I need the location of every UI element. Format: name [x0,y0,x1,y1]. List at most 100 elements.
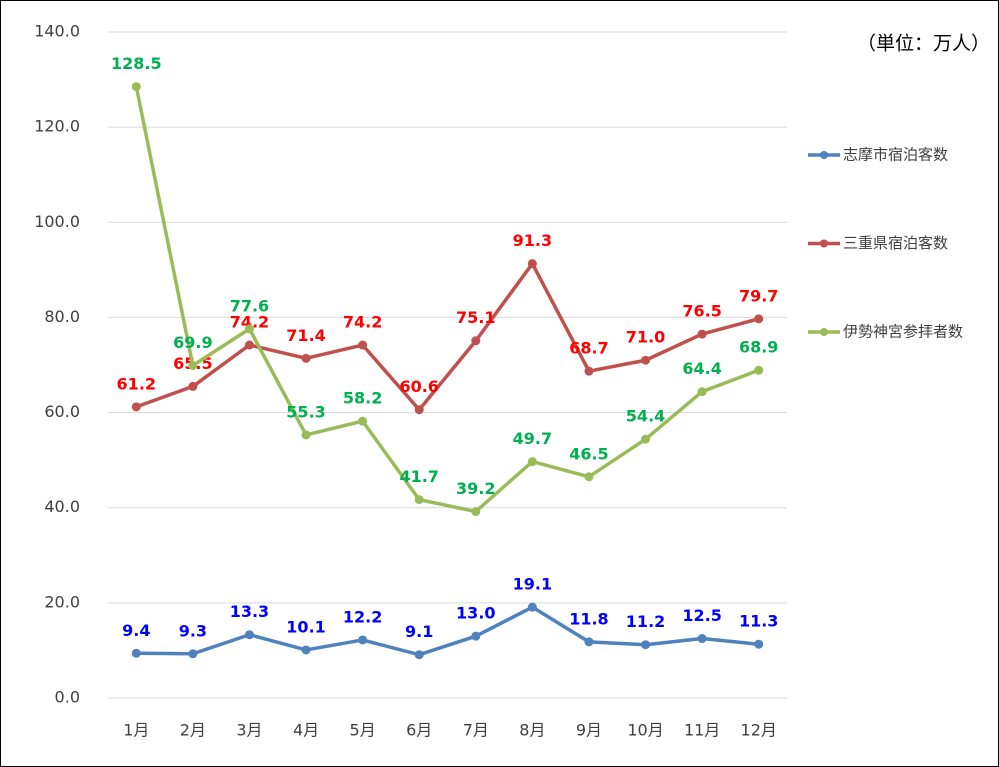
data-point [471,336,481,346]
data-point [697,329,707,339]
x-tick-label: 5月 [350,721,376,740]
data-label: 9.4 [122,621,150,640]
data-label: 74.2 [230,313,269,332]
data-point [188,649,198,659]
data-label: 91.3 [513,231,552,250]
data-point [301,645,311,655]
x-tick-label: 4月 [293,721,319,740]
data-label: 74.2 [343,313,382,332]
x-tick-label: 12月 [741,721,777,740]
data-label: 11.3 [739,612,778,631]
y-tick-label: 120.0 [34,117,80,136]
data-point [584,366,594,376]
data-label: 11.2 [626,612,665,631]
data-point [471,631,481,641]
data-label: 58.2 [343,389,382,408]
data-point [244,630,254,640]
data-label: 9.1 [405,622,433,641]
data-label: 10.1 [286,617,325,636]
data-point [244,340,254,350]
data-point [244,324,254,334]
legend-label: 三重県宿泊客数 [843,234,948,252]
data-label: 76.5 [682,302,721,321]
series-line [135,261,760,412]
data-label: 12.5 [682,606,721,625]
y-tick-label: 20.0 [44,592,80,611]
x-tick-label: 8月 [519,721,545,740]
y-tick-label: 40.0 [44,497,80,516]
legend-marker [820,328,828,336]
x-tick-label: 6月 [406,721,432,740]
data-point [584,472,594,482]
data-point [527,259,537,269]
legend-marker [820,151,828,159]
data-point [641,434,651,444]
data-point [414,495,424,505]
data-label: 69.9 [173,333,212,352]
data-label: 39.2 [456,479,495,498]
series-line [134,86,760,514]
x-tick-label: 1月 [123,721,149,740]
legend-marker [820,239,828,248]
data-point [754,639,764,649]
data-point [641,355,651,365]
data-label: 68.9 [739,338,778,357]
x-tick-label: 3月 [236,721,262,740]
data-label: 13.0 [456,604,495,623]
data-point [301,430,311,440]
data-point [301,353,311,363]
data-point [471,507,481,517]
x-tick-label: 11月 [684,721,720,740]
data-label: 46.5 [569,444,608,463]
data-point [527,602,537,612]
data-label: 77.6 [230,296,269,315]
data-point [754,314,764,324]
y-tick-label: 0.0 [55,688,80,707]
data-label: 11.8 [569,609,608,628]
data-label: 54.4 [626,407,665,426]
data-label: 12.2 [343,607,382,626]
data-label: 13.3 [230,602,269,621]
data-point [358,635,368,645]
y-tick-label: 140.0 [34,22,80,41]
y-tick-label: 60.0 [44,402,80,421]
data-point [697,634,707,644]
legend-label: 志摩市宿泊客数 [843,146,948,164]
data-label: 128.5 [111,54,162,73]
data-point [358,416,368,426]
x-tick-label: 10月 [627,721,663,740]
data-point [131,402,141,412]
unit-annotation: （単位：万人） [857,33,990,55]
data-label: 55.3 [286,402,325,421]
data-point [697,387,707,397]
data-point [358,340,368,350]
data-point [131,82,141,92]
y-tick-label: 100.0 [34,212,80,231]
data-label: 64.4 [682,359,721,378]
data-point [414,405,424,415]
x-tick-label: 2月 [180,721,206,740]
data-label: 49.7 [513,429,552,448]
data-label: 75.1 [456,308,495,327]
x-tick-label: 9月 [576,721,602,740]
y-tick-label: 80.0 [44,307,80,326]
data-label: 41.7 [399,467,438,486]
legend-label: 伊勢神宮参拝者数 [843,323,963,341]
series-line [136,605,759,657]
data-point [414,650,424,660]
data-label: 71.0 [626,328,665,347]
data-point [188,360,198,370]
x-tick-label: 7月 [463,721,489,740]
data-point [584,637,594,647]
data-label: 79.7 [739,286,778,305]
data-label: 61.2 [117,374,156,393]
data-point [641,640,651,650]
data-point [754,365,764,375]
data-label: 19.1 [513,575,552,594]
data-label: 68.7 [569,339,608,358]
data-label: 9.3 [179,621,207,640]
data-point [527,457,537,467]
